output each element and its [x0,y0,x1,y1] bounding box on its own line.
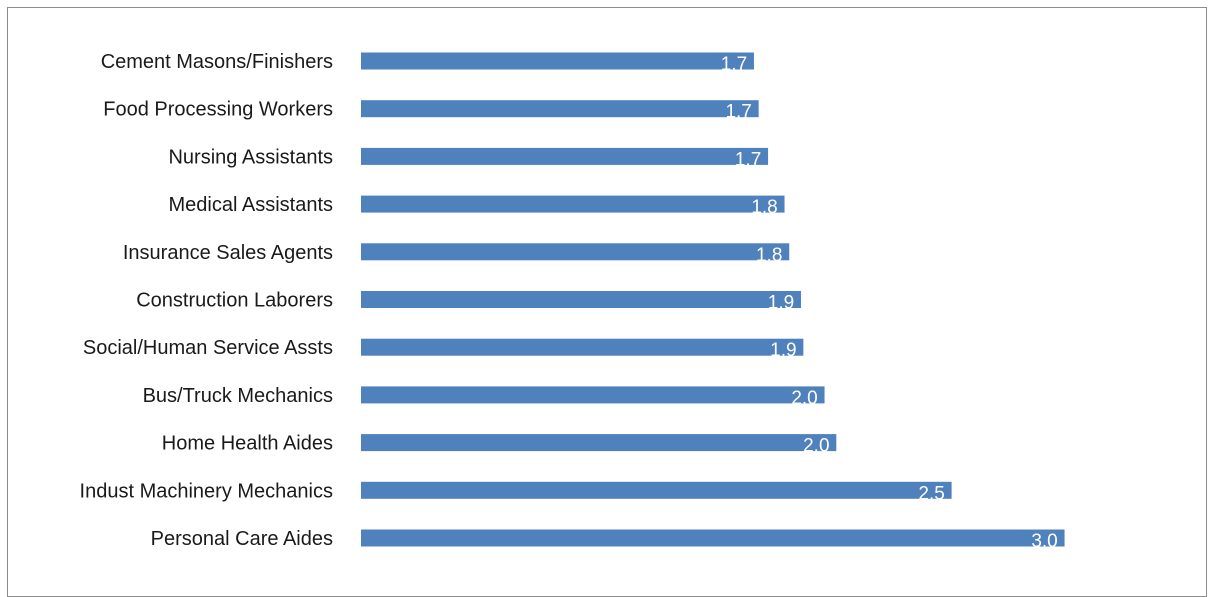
bar [361,338,804,356]
bar-value-label: 2.0 [803,436,829,457]
category-label: Insurance Sales Agents [123,242,333,264]
category-label: Construction Laborers [136,290,333,312]
bar [361,529,1065,547]
bar [361,100,759,118]
bar [361,147,769,165]
bar-value-label: 1.7 [735,149,761,170]
bar-value-label: 1.8 [751,197,777,218]
bar-value-label: 1.9 [768,293,794,314]
bar-value-label: 1.8 [756,245,782,266]
bar [361,434,837,452]
category-label: Cement Masons/Finishers [101,51,333,73]
bar [361,52,754,70]
bar-value-label: 3.0 [1031,531,1057,552]
category-label: Bus/Truck Mechanics [143,385,333,407]
bar [361,386,825,404]
category-label: Home Health Aides [162,433,333,455]
bar [361,291,802,308]
bar-value-label: 1.7 [721,54,747,75]
bar [361,243,790,261]
bar-value-label: 2.5 [918,483,944,504]
category-label: Personal Care Aides [151,528,333,550]
bar-value-label: 1.7 [725,102,751,123]
bar-value-label: 1.9 [770,340,796,361]
bar [361,195,785,213]
category-label: Food Processing Workers [103,99,333,121]
category-label: Social/Human Service Assts [83,337,333,359]
category-label: Medical Assistants [168,194,333,216]
category-label: Nursing Assistants [168,146,333,168]
bar-value-label: 2.0 [791,388,817,409]
category-label: Indust Machinery Mechanics [80,480,333,502]
bar [361,481,952,499]
